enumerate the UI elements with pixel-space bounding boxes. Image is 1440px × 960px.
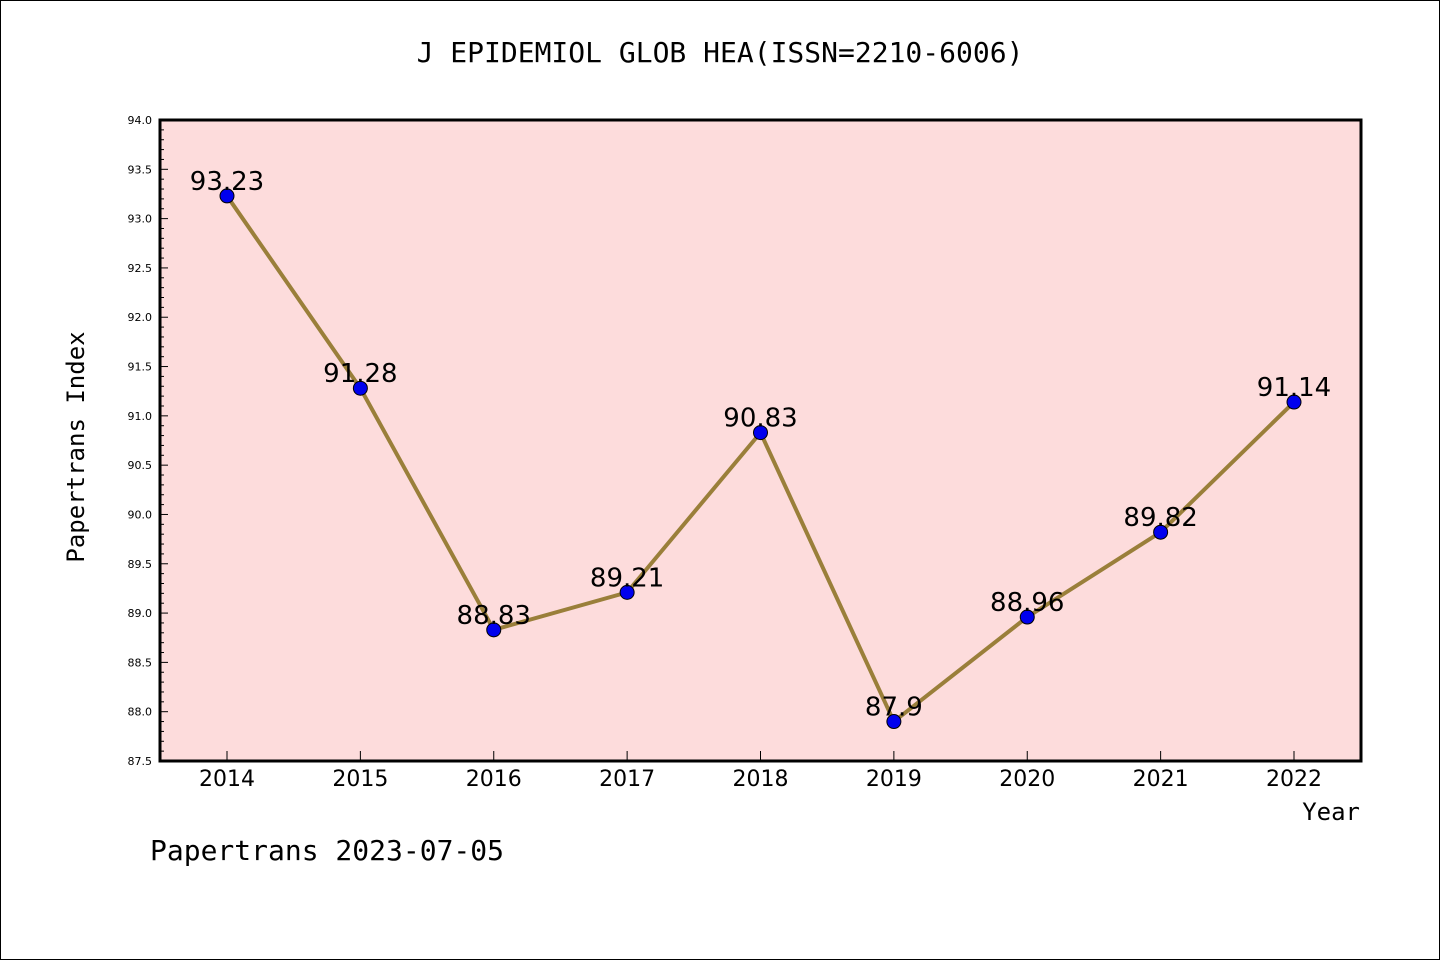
y-tick-label: 88.0 <box>128 706 153 719</box>
y-tick-label: 89.5 <box>128 558 153 571</box>
y-tick-label: 91.5 <box>128 361 153 374</box>
x-axis: 2014 2015 2016 2017 2018 2019 2020 2021 2022 <box>199 751 1322 792</box>
x-tick-label: 2014 <box>199 767 255 792</box>
x-tick-label: 2019 <box>866 767 922 792</box>
data-label: 89.82 <box>1123 503 1197 533</box>
y-tick-label: 90.5 <box>128 459 153 472</box>
data-point <box>1286 394 1302 410</box>
data-label: 90.83 <box>723 404 797 434</box>
footer-stamp: Papertrans 2023-07-05 <box>150 834 505 867</box>
y-tick-label: 91.0 <box>128 410 153 423</box>
data-label: 93.23 <box>190 167 264 197</box>
x-tick-label: 2022 <box>1266 767 1322 792</box>
data-label: 91.14 <box>1257 373 1331 403</box>
data-point <box>352 380 368 396</box>
data-point <box>1019 609 1035 625</box>
data-point <box>753 425 768 441</box>
data-point <box>486 622 502 638</box>
x-axis-title: Year <box>1302 798 1360 826</box>
data-label: 91.28 <box>323 359 397 389</box>
x-tick-label: 2016 <box>466 767 522 792</box>
x-tick-label: 2020 <box>999 767 1055 792</box>
data-point <box>1153 524 1169 540</box>
data-label: 88.96 <box>990 588 1064 618</box>
data-label: 87.9 <box>865 693 923 723</box>
x-tick-label: 2017 <box>599 767 655 792</box>
x-tick-label: 2015 <box>332 767 388 792</box>
x-tick-label: 2021 <box>1133 767 1189 792</box>
series-group <box>219 188 1302 730</box>
y-tick-label: 87.5 <box>128 755 153 768</box>
y-tick-label: 93.5 <box>128 163 153 176</box>
y-tick-label: 88.5 <box>128 656 153 669</box>
data-label: 89.21 <box>590 563 664 593</box>
y-tick-label: 92.0 <box>128 311 153 324</box>
data-point <box>619 584 635 600</box>
data-point <box>219 188 235 204</box>
y-tick-label: 90.0 <box>128 508 153 521</box>
data-point <box>886 714 902 730</box>
y-axis: 87.5 88.0 88.5 89.0 89.5 90.0 90.5 91.0 91.5 92.0… <box>128 114 168 768</box>
plot-area <box>158 118 1363 763</box>
data-label: 88.83 <box>457 601 531 631</box>
y-tick-label: 93.0 <box>128 213 153 226</box>
y-axis-title: Papertrans Index <box>62 331 90 562</box>
data-labels: 93.23 91.28 88.83 89.21 90.83 87.9 88.96 89.82 9… <box>190 167 1331 723</box>
y-tick-label: 94.0 <box>128 114 153 127</box>
y-tick-label: 92.5 <box>128 262 153 275</box>
y-tick-label: 89.0 <box>128 607 153 620</box>
chart-title: J EPIDEMIOL GLOB HEA(ISSN=2210-6006) <box>416 36 1024 69</box>
x-tick-label: 2018 <box>733 767 789 792</box>
